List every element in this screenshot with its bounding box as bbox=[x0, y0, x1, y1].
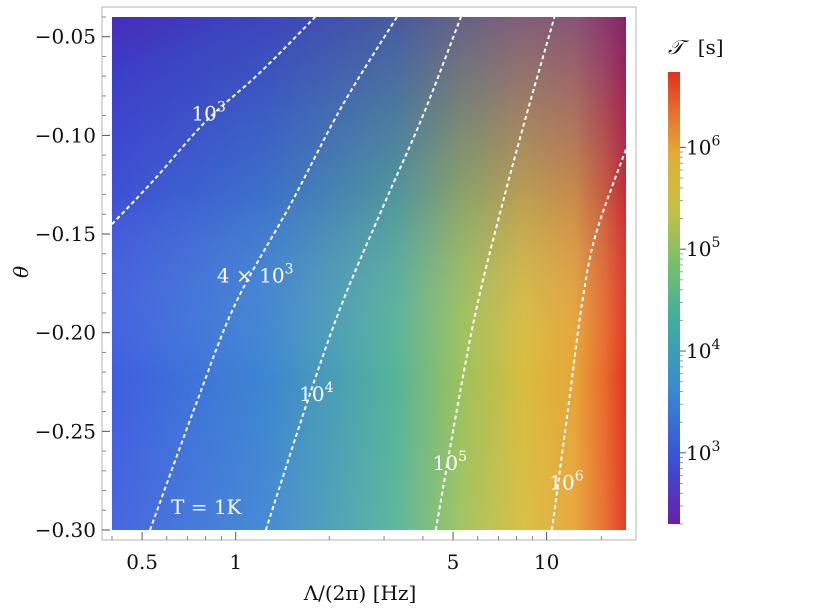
y-tick-label: −0.15 bbox=[35, 222, 96, 246]
colorbar-tick-exponent: 3 bbox=[711, 439, 720, 455]
contour-label-exponent: 5 bbox=[458, 449, 467, 465]
contour-label-1000000: 106 bbox=[549, 469, 583, 495]
contour-label-base: 10 bbox=[191, 102, 216, 126]
heatmap-field bbox=[112, 17, 626, 530]
colorbar-tick-base: 10 bbox=[686, 441, 711, 465]
temperature-annotation: T = 1K bbox=[171, 495, 243, 519]
y-tick-label: −0.05 bbox=[35, 25, 96, 49]
contour-line-100000 bbox=[434, 17, 556, 530]
contour-label-base: 10 bbox=[433, 451, 458, 475]
colorbar-tick-exponent: 6 bbox=[711, 133, 720, 149]
y-tick-label: −0.30 bbox=[35, 518, 96, 542]
y-axis-label: θ bbox=[9, 266, 33, 278]
colorbar-scale bbox=[668, 72, 680, 524]
contour-line-1000 bbox=[112, 17, 316, 225]
x-tick-label: 5 bbox=[447, 550, 460, 574]
contour-label-1000: 103 bbox=[191, 100, 225, 126]
contour-label-exponent: 4 bbox=[325, 380, 334, 396]
y-tick-label: −0.10 bbox=[35, 123, 96, 147]
colorbar-tick-label: 105 bbox=[686, 235, 720, 261]
colorbar-unit: [s] bbox=[698, 35, 724, 59]
contour-line-4000 bbox=[149, 17, 398, 530]
colorbar-tick-base: 10 bbox=[686, 135, 711, 159]
colorbar-tick-exponent: 4 bbox=[711, 337, 720, 353]
contour-label-base: 10 bbox=[299, 382, 324, 406]
colorbar-tick-exponent: 5 bbox=[711, 235, 720, 251]
colorbar-tick-base: 10 bbox=[686, 339, 711, 363]
y-tick-label: −0.20 bbox=[35, 321, 96, 345]
contour-label-exponent: 3 bbox=[285, 261, 294, 277]
colorbar-tick-label: 106 bbox=[686, 133, 720, 159]
contour-label-base: 10 bbox=[259, 263, 284, 287]
contour-label-exponent: 6 bbox=[575, 469, 584, 485]
colorbar-title: 𝒯 [s] bbox=[668, 35, 724, 59]
contour-label-prefix: 4 × bbox=[217, 263, 259, 287]
contour-label-exponent: 3 bbox=[217, 100, 226, 116]
contour-line-10000 bbox=[264, 17, 462, 530]
colorbar-tick-base: 10 bbox=[686, 237, 711, 261]
contour-label-base: 10 bbox=[549, 471, 574, 495]
x-tick-label: 1 bbox=[229, 550, 242, 574]
y-tick-label: −0.25 bbox=[35, 419, 96, 443]
x-tick-label: 0.5 bbox=[126, 550, 158, 574]
contour-line-1000000 bbox=[550, 148, 626, 530]
colorbar-tick-label: 103 bbox=[686, 439, 720, 465]
x-tick-label: 10 bbox=[534, 550, 559, 574]
x-axis-label: Λ/(2π) [Hz] bbox=[303, 581, 417, 605]
colorbar-tick-label: 104 bbox=[686, 337, 720, 363]
colorbar-symbol: 𝒯 bbox=[668, 35, 690, 59]
contour-label-100000: 105 bbox=[433, 449, 467, 475]
contour-label-10000: 104 bbox=[299, 380, 333, 406]
contour-label-4000: 4 × 103 bbox=[217, 261, 294, 287]
